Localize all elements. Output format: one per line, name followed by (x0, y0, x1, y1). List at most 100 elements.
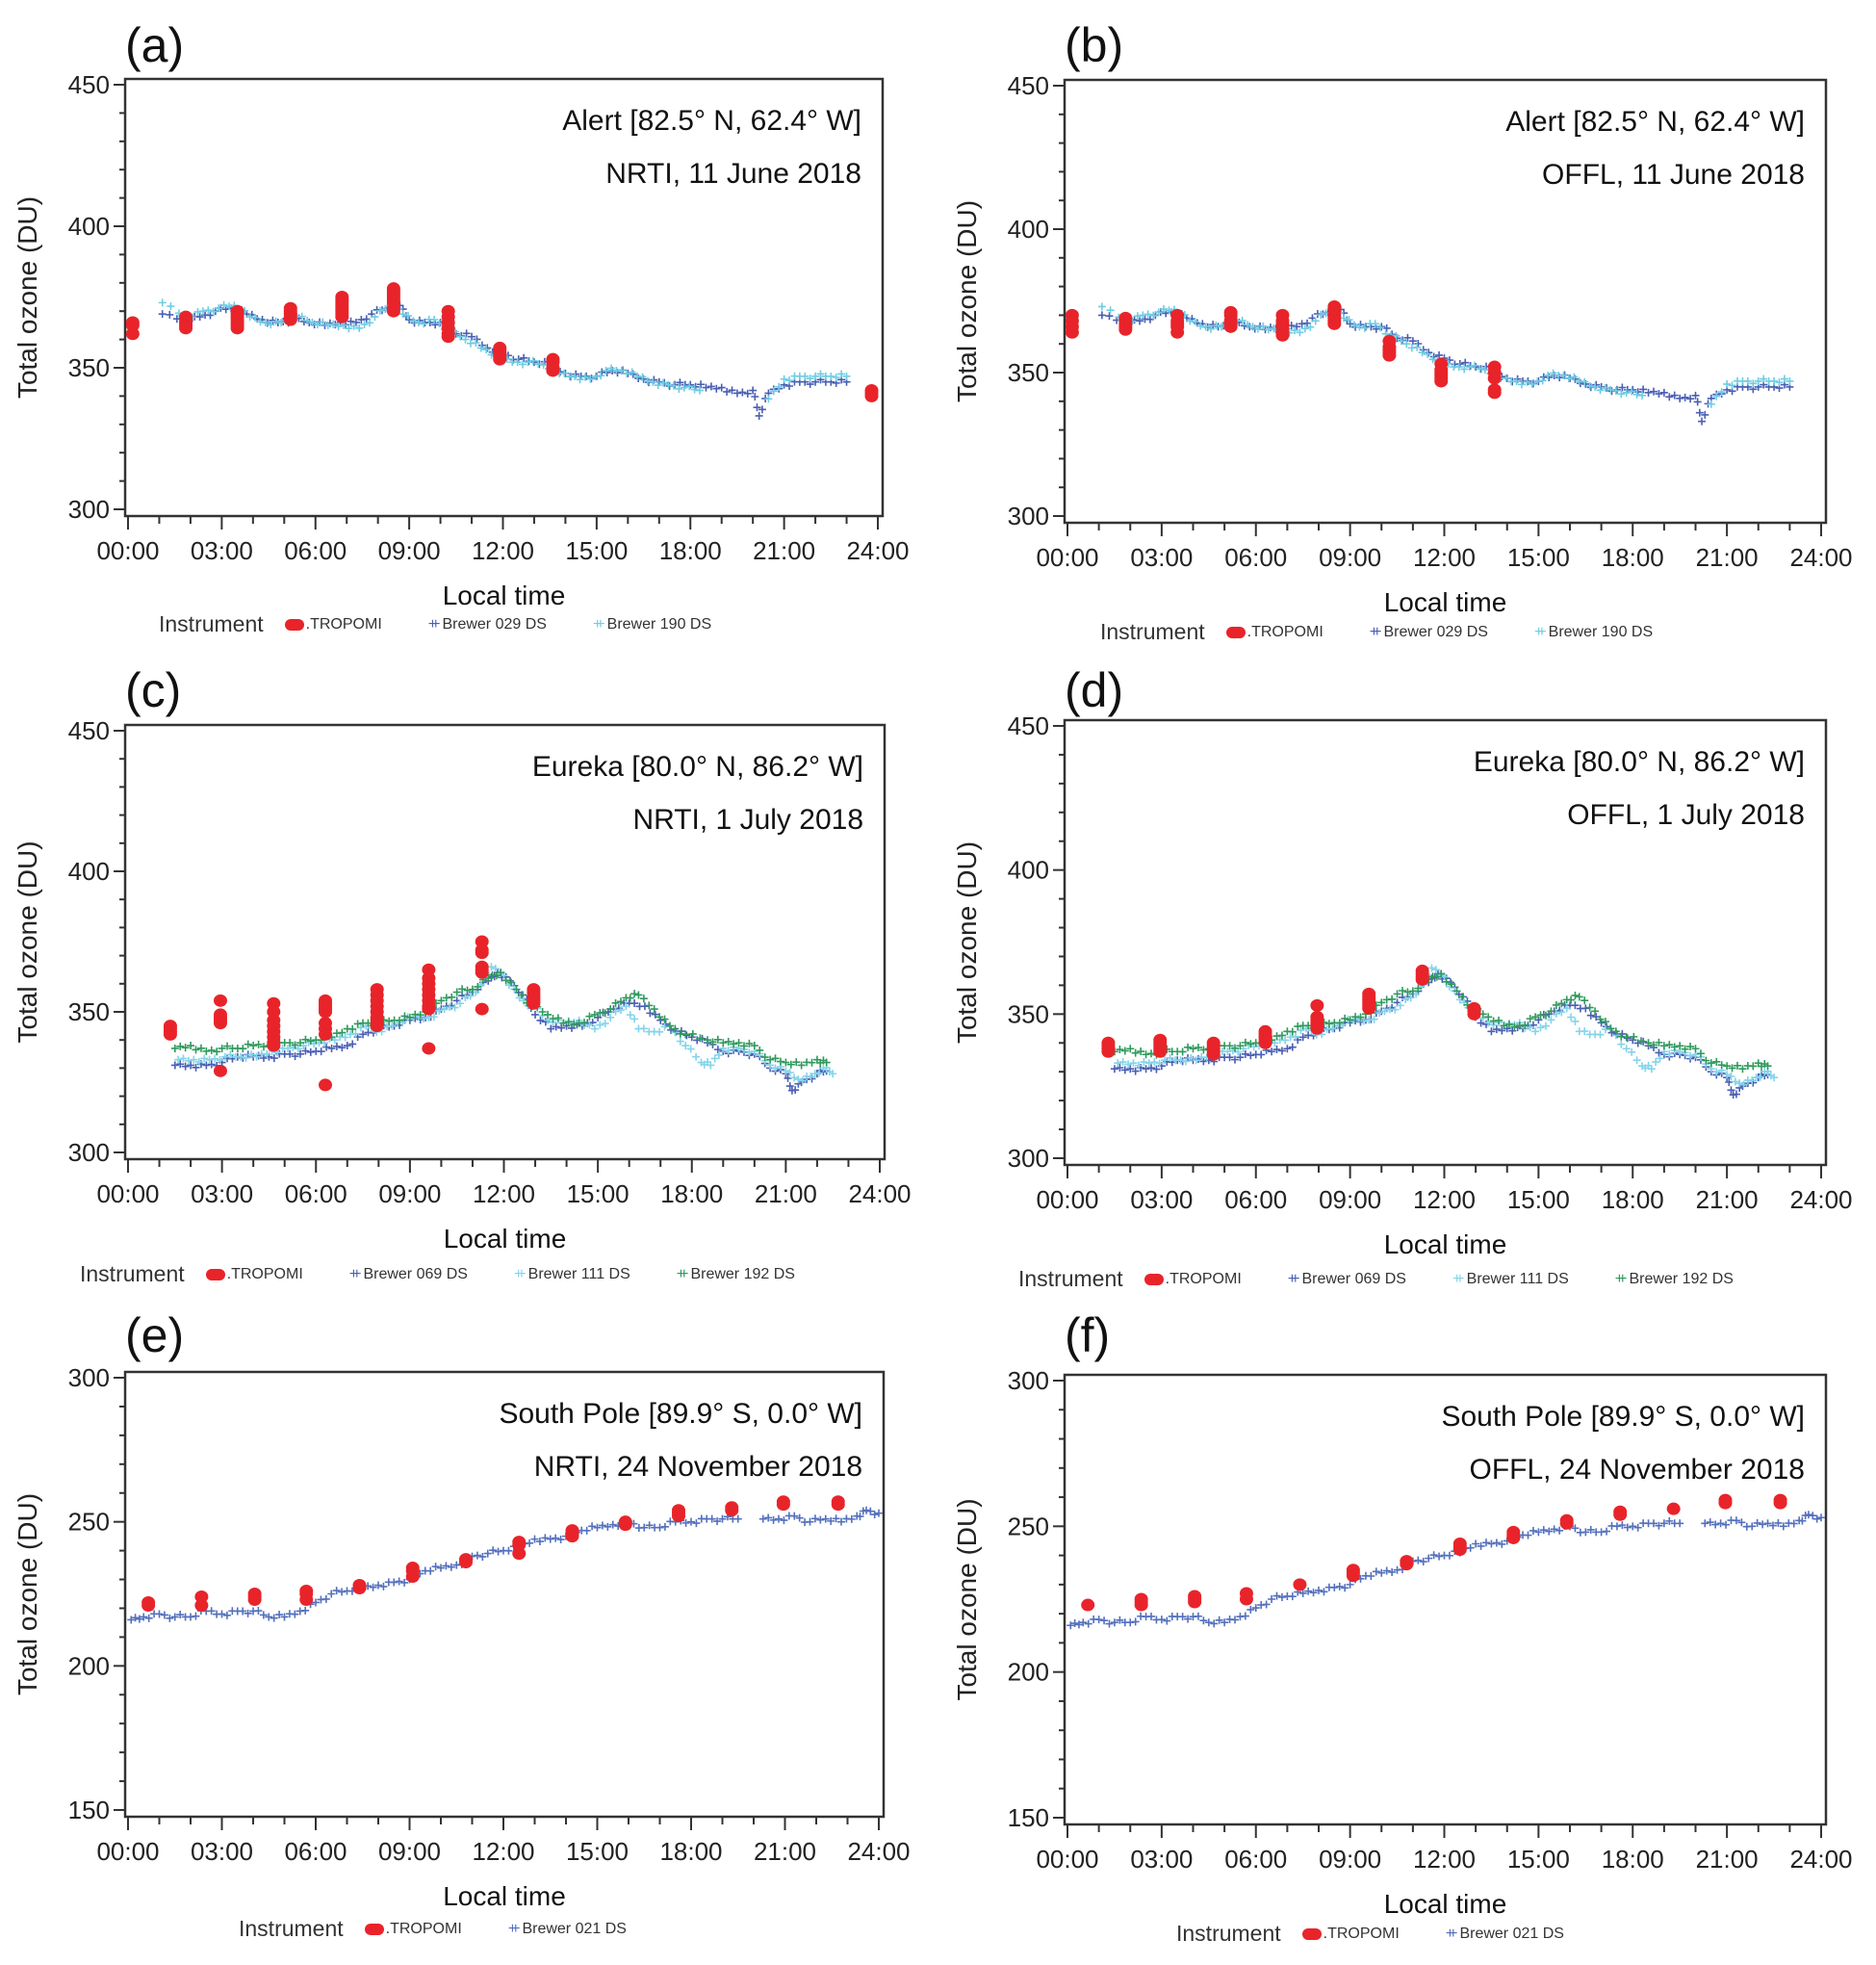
brewer-point (1110, 1065, 1118, 1073)
brewer-point (192, 1612, 200, 1620)
brewer-point (1259, 322, 1268, 330)
brewer-point (1124, 1060, 1133, 1069)
x-axis-label: Local time (444, 1224, 567, 1254)
brewer-point (557, 1023, 566, 1032)
brewer-point (261, 318, 270, 326)
station-title: Alert [82.5° N, 62.4° W] (1505, 106, 1805, 138)
panel-label: (a) (125, 18, 185, 72)
brewer-point (639, 1024, 648, 1033)
brewer-point (1748, 1076, 1757, 1085)
brewer-point (507, 978, 516, 987)
brewer-point (1126, 1618, 1135, 1627)
brewer-point (474, 982, 482, 991)
brewer-point (745, 1039, 754, 1047)
brewer-point (1288, 1027, 1297, 1036)
brewer-point (1144, 310, 1152, 319)
brewer-point (478, 1552, 487, 1561)
legend-item: ++ Brewer 021 DS (508, 1921, 627, 1938)
brewer-point (681, 1518, 690, 1527)
brewer-point (1194, 1044, 1202, 1052)
brewer-point (1529, 1526, 1537, 1535)
brewer-point (338, 1044, 347, 1052)
brewer-point (655, 1013, 664, 1021)
brewer-point (512, 985, 521, 994)
brewer-point (697, 380, 706, 389)
brewer-point (1531, 1013, 1540, 1021)
brewer-point (1659, 1042, 1668, 1050)
brewer-point (297, 312, 306, 321)
brewer-point (707, 1061, 715, 1070)
brewer-point (338, 1028, 347, 1037)
brewer-point (682, 1031, 691, 1040)
brewer-point (1749, 1062, 1758, 1071)
x-tick-label: 06:00 (1224, 543, 1287, 572)
brewer-point (271, 317, 280, 325)
brewer-point (1181, 1057, 1190, 1066)
tropomi-point (422, 1002, 436, 1016)
brewer-point (431, 321, 440, 329)
brewer-point (1129, 1059, 1138, 1068)
brewer-point (200, 1054, 209, 1063)
legend-title: Instrument (239, 1916, 344, 1941)
brewer-point (207, 1607, 216, 1616)
brewer-point (730, 1040, 738, 1048)
brewer-point (1647, 1065, 1656, 1073)
tropomi-dot-icon (1225, 626, 1246, 638)
brewer-point (416, 1011, 424, 1020)
brewer-point (1652, 1058, 1660, 1067)
brewer-point (771, 1064, 780, 1073)
brewer-point (1477, 1541, 1485, 1550)
x-tick-label: 00:00 (1036, 1845, 1098, 1874)
brewer-point (1559, 371, 1568, 379)
brewer-point (1686, 395, 1695, 403)
brewer-point (1492, 1538, 1501, 1547)
brewer-point (1131, 1617, 1140, 1626)
brewer-point (1779, 1522, 1787, 1531)
brewer-point (856, 1513, 864, 1521)
legend: Instrument .TROPOMI ++ Brewer 069 DS ++ Brewe… (80, 1261, 841, 1287)
brewer-point (1686, 1051, 1695, 1060)
brewer-point (738, 388, 747, 397)
brewer-point (785, 1082, 794, 1091)
y-axis-label: Total ozone (DU) (952, 841, 982, 1044)
tropomi-dot-icon (1144, 1273, 1164, 1285)
brewer-point (187, 1061, 195, 1070)
y-tick-label: 350 (68, 997, 110, 1026)
y-tick-label: 450 (68, 70, 110, 99)
brewer-point (327, 1044, 336, 1052)
brewer-point (466, 992, 475, 1000)
brewer-point (1707, 1059, 1715, 1068)
tropomi-point (1258, 1036, 1272, 1049)
brewer-point (1596, 1030, 1605, 1039)
brewer-point (1732, 1516, 1740, 1525)
brewer-point (1557, 999, 1566, 1008)
legend-label: .TROPOMI (1165, 1270, 1242, 1287)
brewer-point (771, 1054, 780, 1063)
brewer-point (601, 1020, 609, 1028)
brewer-point (1586, 1011, 1595, 1020)
brewer-point (131, 1614, 140, 1622)
brewer-point (1611, 386, 1620, 395)
brewer-point (1431, 966, 1440, 974)
brewer-point (760, 1053, 769, 1062)
brewer-point (1567, 995, 1576, 1004)
panel-label: (c) (125, 663, 182, 717)
tropomi-point (1506, 1531, 1521, 1544)
tropomi-point (1293, 1578, 1307, 1591)
brewer-point (1408, 337, 1417, 346)
brewer-point (832, 1514, 840, 1523)
brewer-point (546, 1535, 554, 1543)
brewer-point (1283, 1045, 1292, 1053)
brewer-point (332, 1587, 341, 1595)
tropomi-point (475, 1002, 489, 1016)
legend: Instrument .TROPOMI ++ Brewer 029 DS ++ Brewe… (1100, 619, 1699, 645)
x-tick-label: 03:00 (191, 536, 253, 565)
brewer-point (1549, 369, 1557, 377)
tropomi-point (213, 1017, 227, 1030)
legend-item: ++ Brewer 029 DS (1370, 624, 1488, 641)
brewer-point (1623, 1523, 1632, 1532)
brewer-point (218, 1044, 226, 1052)
tropomi-point (1081, 1598, 1095, 1612)
brewer-point (1288, 1592, 1297, 1601)
brewer-point (1723, 1062, 1732, 1071)
